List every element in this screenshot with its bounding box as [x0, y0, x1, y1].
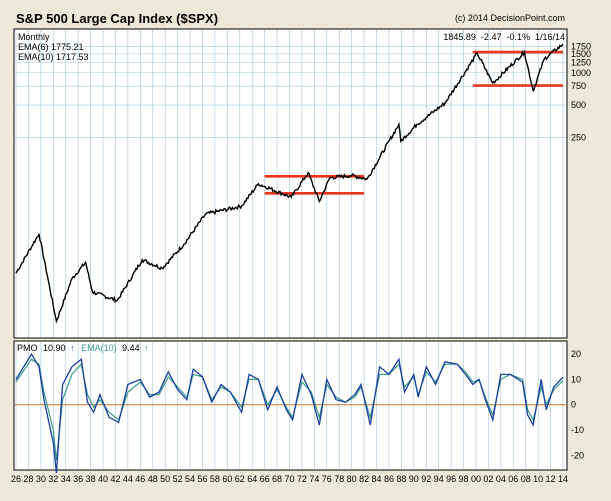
- x-tick-label: 04: [496, 474, 506, 484]
- pmo-tick-label: -10: [571, 425, 584, 435]
- chart-title: S&P 500 Large Cap Index ($SPX): [16, 11, 218, 26]
- pmo-value: 10.90: [43, 343, 66, 353]
- x-tick-label: 84: [372, 474, 382, 484]
- price-horizontal-grid: [15, 46, 566, 138]
- x-tick-label: 88: [396, 474, 406, 484]
- x-tick-label: 74: [309, 474, 319, 484]
- ema10-legend: EMA(10) 1717.53: [18, 52, 89, 62]
- x-tick-label: 00: [471, 474, 481, 484]
- x-tick-label: 80: [347, 474, 357, 484]
- x-tick-label: 44: [123, 474, 133, 484]
- x-tick-label: 64: [247, 474, 257, 484]
- pmo-ema-label: EMA(10): [81, 343, 117, 353]
- price-tick-label: 250: [571, 132, 586, 142]
- pmo-tick-label: -20: [571, 450, 584, 460]
- x-axis-ticks: 26 28 30 32 34 36 38 40 42 44 46 48 50 52 54 56 58 60 62 64…: [11, 474, 568, 484]
- x-tick-label: 62: [235, 474, 245, 484]
- x-tick-label: 36: [73, 474, 83, 484]
- pmo-tick-label: 10: [571, 374, 581, 384]
- spx-price-line: [15, 43, 564, 324]
- x-tick-label: 12: [546, 474, 556, 484]
- x-tick-label: 30: [36, 474, 46, 484]
- price-tick-label: 1000: [571, 68, 591, 78]
- pmo-line: [15, 352, 564, 474]
- x-tick-label: 94: [434, 474, 444, 484]
- pmo-vertical-grid: [15, 342, 564, 469]
- x-tick-label: 34: [61, 474, 71, 484]
- x-tick-label: 54: [185, 474, 195, 484]
- x-tick-label: 06: [508, 474, 518, 484]
- x-tick-label: 46: [135, 474, 145, 484]
- pmo-legend: PMO 10.90 ↑ EMA(10) 9.44 ↑: [17, 343, 149, 353]
- price-vertical-grid: [15, 30, 564, 337]
- x-tick-label: 26: [11, 474, 21, 484]
- price-tick-label: 1500: [571, 49, 591, 59]
- price-tick-label: 1750: [571, 42, 591, 52]
- x-tick-label: 68: [272, 474, 282, 484]
- x-tick-label: 98: [459, 474, 469, 484]
- x-tick-label: 60: [222, 474, 232, 484]
- x-tick-label: 56: [197, 474, 207, 484]
- x-tick-label: 92: [421, 474, 431, 484]
- x-tick-label: 72: [297, 474, 307, 484]
- price-tick-label: 1250: [571, 57, 591, 67]
- x-tick-label: 32: [48, 474, 58, 484]
- period-label: Monthly: [18, 32, 50, 42]
- x-tick-label: 50: [160, 474, 170, 484]
- x-tick-label: 76: [322, 474, 332, 484]
- pmo-tick-label: 0: [571, 400, 576, 410]
- x-tick-label: 38: [86, 474, 96, 484]
- latest-quote: 1845.89 -2.47 -0.1% 1/16/14: [443, 32, 565, 42]
- x-tick-label: 86: [384, 474, 394, 484]
- x-tick-label: 08: [521, 474, 531, 484]
- x-tick-label: 02: [483, 474, 493, 484]
- pmo-axis-ticks: 20 10 0 -10 -20: [571, 349, 584, 460]
- price-panel: [13, 28, 568, 339]
- x-tick-label: 40: [98, 474, 108, 484]
- x-tick-label: 42: [110, 474, 120, 484]
- x-tick-label: 52: [173, 474, 183, 484]
- x-tick-label: 48: [148, 474, 158, 484]
- x-tick-label: 90: [409, 474, 419, 484]
- price-tick-label: 750: [571, 81, 586, 91]
- x-tick-label: 10: [533, 474, 543, 484]
- pmo-label: PMO: [17, 343, 38, 353]
- x-tick-label: 70: [284, 474, 294, 484]
- x-tick-label: 96: [446, 474, 456, 484]
- copyright-text: (c) 2014 DecisionPoint.com: [455, 13, 565, 23]
- x-tick-label: 28: [23, 474, 33, 484]
- x-tick-label: 66: [260, 474, 270, 484]
- pmo-ema-value: 9.44: [122, 343, 140, 353]
- price-tick-label: 500: [571, 100, 586, 110]
- x-tick-label: 58: [210, 474, 220, 484]
- pmo-up-arrow-icon: ↑: [70, 343, 75, 353]
- x-tick-label: 14: [558, 474, 568, 484]
- x-tick-label: 82: [359, 474, 369, 484]
- pmo-panel: [13, 340, 568, 471]
- pmo-ema-up-arrow-icon: ↑: [144, 343, 149, 353]
- ema6-legend: EMA(6) 1775.21: [18, 42, 84, 52]
- x-tick-label: 78: [334, 474, 344, 484]
- pmo-tick-label: 20: [571, 349, 581, 359]
